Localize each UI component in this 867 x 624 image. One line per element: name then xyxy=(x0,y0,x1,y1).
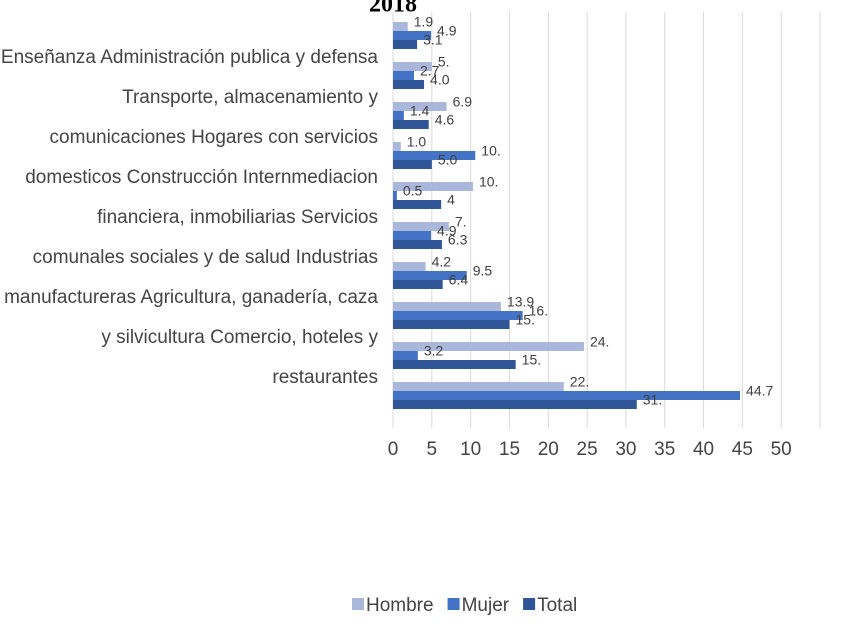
value-label: 3.2 xyxy=(424,343,444,359)
category-label: Hogares con servicios domesticos xyxy=(25,127,378,188)
value-label: 7. xyxy=(455,214,467,230)
bar xyxy=(393,342,584,351)
bar xyxy=(393,120,429,129)
bar xyxy=(393,382,564,391)
bar xyxy=(393,191,397,200)
value-label: 10. xyxy=(479,174,498,190)
bar xyxy=(393,302,501,311)
category-list: Enseñanza Administración publica y defen… xyxy=(0,38,378,398)
x-tick-label: 35 xyxy=(654,439,675,460)
value-label: 1.4 xyxy=(410,103,430,119)
category-label: Industrias manufactureras xyxy=(4,247,378,308)
category-label: Construcción xyxy=(126,167,238,188)
bar xyxy=(393,231,432,240)
value-label: 22. xyxy=(570,374,589,390)
value-label: 9.5 xyxy=(473,263,493,279)
bar xyxy=(393,311,523,320)
x-tick-label: 45 xyxy=(732,439,753,460)
legend-swatch xyxy=(352,598,364,610)
category-label: Administración publica y defensa xyxy=(100,47,378,68)
value-label: 1.9 xyxy=(414,14,434,30)
bar xyxy=(393,22,408,31)
x-tick-label: 0 xyxy=(388,439,399,460)
bar xyxy=(393,360,516,369)
value-label: 15. xyxy=(515,312,534,328)
legend-swatch xyxy=(447,598,460,610)
value-label: 6.9 xyxy=(453,94,473,110)
value-label: 10. xyxy=(481,143,500,159)
x-tick-label: 5 xyxy=(427,439,438,460)
category-label: Agricultura, ganadería, caza y silvicult… xyxy=(101,287,378,348)
value-label: 1.0 xyxy=(407,134,427,150)
legend-label: Mujer xyxy=(462,595,510,616)
value-label: 6.4 xyxy=(449,272,469,288)
x-tick-label: 40 xyxy=(693,439,714,460)
value-label: 24. xyxy=(590,334,609,350)
bar xyxy=(393,40,418,49)
category-label: Internmediacion financiera, inmobiliaria… xyxy=(97,167,378,228)
bar xyxy=(393,200,442,209)
category-labels: Enseñanza Administración publica y defen… xyxy=(0,38,378,398)
x-tick-label: 25 xyxy=(577,439,598,460)
x-tick-label: 20 xyxy=(538,439,559,460)
bar xyxy=(393,62,432,71)
legend-label: Hombre xyxy=(366,595,434,616)
value-label: 2.7 xyxy=(420,63,440,79)
bar xyxy=(393,111,404,120)
value-label: 13.9 xyxy=(507,294,534,310)
category-label: Transporte, almacenamiento y comunicacio… xyxy=(49,87,378,148)
bar xyxy=(393,271,467,280)
bar xyxy=(393,142,401,151)
category-label: Servicios comunales sociales y de salud xyxy=(32,207,378,268)
bar xyxy=(393,351,418,360)
value-label: 44.7 xyxy=(746,383,773,399)
bar xyxy=(393,160,432,169)
legend-label: Total xyxy=(537,595,577,616)
bar xyxy=(393,151,476,160)
value-label: 16. xyxy=(529,303,548,319)
value-label: 5. xyxy=(438,54,450,70)
bar xyxy=(393,400,637,409)
x-tick-label: 15 xyxy=(499,439,520,460)
x-tick-label: 50 xyxy=(771,439,792,460)
bar xyxy=(393,80,425,89)
bar xyxy=(393,240,442,249)
value-label: 3.1 xyxy=(423,32,443,48)
bar xyxy=(393,262,426,271)
value-label: 31. xyxy=(643,392,662,408)
x-tick-label: 10 xyxy=(460,439,481,460)
value-label: 5.0 xyxy=(438,152,458,168)
bar xyxy=(393,320,510,329)
bar xyxy=(393,280,443,289)
x-tick-label: 30 xyxy=(615,439,636,460)
value-label: 15. xyxy=(522,352,541,368)
bar xyxy=(393,71,414,80)
value-label: 0.5 xyxy=(403,183,423,199)
category-label: Comercio, hoteles y restaurantes xyxy=(210,327,378,388)
value-label: 4.0 xyxy=(430,72,450,88)
bar xyxy=(393,182,473,191)
bar xyxy=(393,102,447,111)
value-label: 4.9 xyxy=(437,23,457,39)
value-label: 4.6 xyxy=(435,112,455,128)
chart-title: 2018 xyxy=(369,0,417,18)
category-label: Enseñanza xyxy=(0,47,96,68)
value-label: 4.2 xyxy=(432,254,452,270)
value-label: 4 xyxy=(447,192,455,208)
value-label: 4.9 xyxy=(437,223,457,239)
bar xyxy=(393,31,432,40)
legend-swatch xyxy=(523,598,536,610)
bar xyxy=(393,391,741,400)
value-label: 6.3 xyxy=(448,232,468,248)
bar xyxy=(393,222,449,231)
